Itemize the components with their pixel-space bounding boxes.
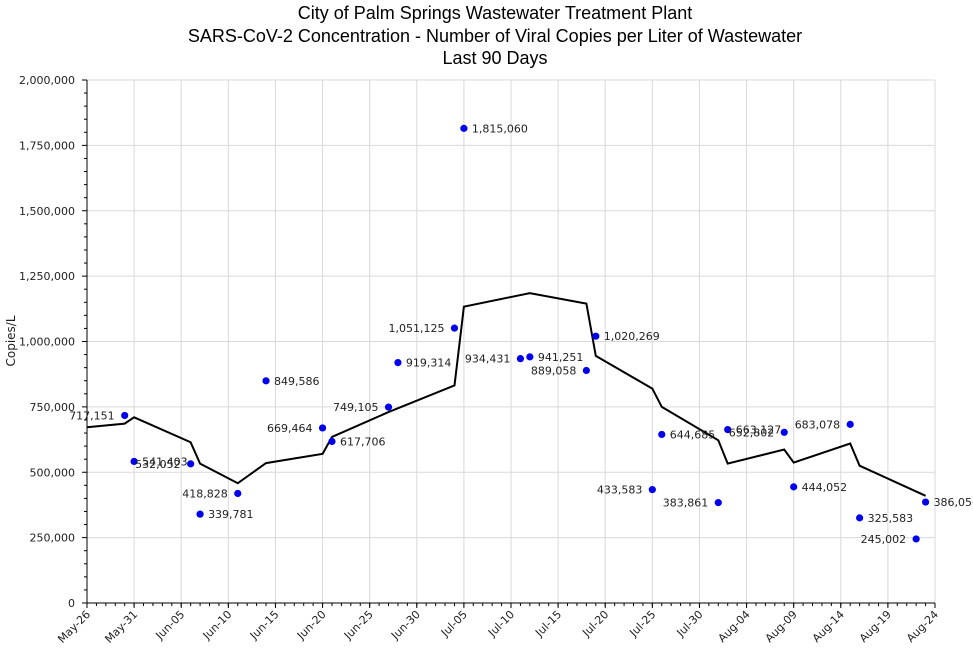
x-tick-label: Jun-15 xyxy=(247,608,282,643)
x-tick-label: Aug-19 xyxy=(857,608,894,645)
data-point xyxy=(121,411,129,420)
data-point xyxy=(460,124,468,132)
data-label: 433,583 xyxy=(597,484,643,497)
data-point xyxy=(592,332,600,340)
data-label: 245,002 xyxy=(861,533,907,546)
y-axis-label: Copies/L xyxy=(4,315,18,366)
data-label: 663,127 xyxy=(736,424,782,437)
y-tick-label: 250,000 xyxy=(30,532,76,545)
data-label: 541,403 xyxy=(142,455,188,468)
data-point xyxy=(262,377,270,385)
x-tick-label: Jul-25 xyxy=(626,608,658,640)
data-point xyxy=(394,358,402,367)
y-tick-label: 1,000,000 xyxy=(19,336,75,349)
data-point xyxy=(328,437,336,446)
x-tick-label: Jun-25 xyxy=(341,608,376,643)
data-point xyxy=(130,457,138,466)
chart-title: City of Palm Springs Wastewater Treatmen… xyxy=(0,2,973,70)
x-tick-label: May-31 xyxy=(102,608,140,646)
x-tick-label: Jul-20 xyxy=(579,608,611,640)
data-label: 1,815,060 xyxy=(472,122,528,135)
data-point xyxy=(516,355,525,363)
data-point xyxy=(526,353,534,361)
data-label: 1,051,125 xyxy=(388,322,444,335)
chart-title-line-2: SARS-CoV-2 Concentration - Number of Vir… xyxy=(187,25,803,46)
y-tick-label: 750,000 xyxy=(30,401,76,414)
y-tick-label: 500,000 xyxy=(30,466,76,479)
data-label: 919,314 xyxy=(406,357,452,370)
data-label: 849,586 xyxy=(274,375,320,388)
data-label: 889,058 xyxy=(531,365,577,378)
data-point xyxy=(846,420,854,428)
x-tick-label: Aug-04 xyxy=(716,608,753,645)
scatter-series xyxy=(121,124,930,543)
x-tick-label: Jun-30 xyxy=(388,608,423,643)
data-point xyxy=(724,425,732,434)
data-point xyxy=(648,486,656,494)
data-label: 749,105 xyxy=(333,401,379,414)
y-tick-label: 0 xyxy=(68,597,75,610)
data-point xyxy=(780,428,788,436)
data-label: 418,828 xyxy=(182,487,228,500)
data-point xyxy=(187,460,195,468)
data-label: 669,464 xyxy=(267,422,313,435)
trend-line-series xyxy=(86,292,927,497)
x-tick-label: Jun-20 xyxy=(294,608,329,643)
data-label: 934,431 xyxy=(465,353,511,366)
data-label: 644,685 xyxy=(670,428,716,441)
data-point xyxy=(318,424,327,432)
x-tick-label: Aug-24 xyxy=(904,608,941,645)
x-tick-label: Jun-05 xyxy=(153,608,188,643)
data-point xyxy=(790,483,798,491)
data-point xyxy=(658,430,666,439)
x-tick-label: Jul-10 xyxy=(485,608,517,640)
y-tick-label: 1,750,000 xyxy=(19,139,75,152)
data-label: 941,251 xyxy=(538,351,584,364)
data-point xyxy=(912,535,920,543)
data-label: 444,052 xyxy=(802,481,848,494)
data-label: 325,583 xyxy=(868,512,914,525)
x-tick-label: Jul-15 xyxy=(532,608,564,640)
data-label: 652,802 xyxy=(729,426,775,439)
data-point xyxy=(234,489,242,498)
data-point xyxy=(196,510,204,518)
data-label: 717,151 xyxy=(69,409,115,422)
y-tick-label: 1,500,000 xyxy=(19,205,75,218)
y-tick-label: 2,000,000 xyxy=(19,74,75,87)
data-label: 532,052 xyxy=(135,458,181,471)
x-tick-label: May-26 xyxy=(55,608,93,646)
data-point xyxy=(856,514,864,522)
chart-title-line-1: City of Palm Springs Wastewater Treatmen… xyxy=(297,3,693,23)
x-tick-label: Jul-05 xyxy=(438,608,470,640)
grid xyxy=(87,79,936,603)
data-label: 339,781 xyxy=(208,508,254,521)
x-tick-label: Jul-30 xyxy=(674,608,706,640)
data-label: 683,078 xyxy=(795,418,841,431)
x-tick-label: Aug-09 xyxy=(763,608,800,645)
data-label: 386,056 xyxy=(934,496,973,509)
x-tick-label: Aug-14 xyxy=(810,608,847,645)
trend-line xyxy=(86,292,927,497)
data-point xyxy=(582,366,590,375)
data-point xyxy=(384,403,393,411)
data-point xyxy=(921,498,930,506)
data-point xyxy=(714,499,722,507)
data-point xyxy=(450,324,459,332)
chart-title-line-3: Last 90 Days xyxy=(442,48,548,68)
data-label: 383,861 xyxy=(663,497,709,510)
y-tick-label: 1,250,000 xyxy=(19,270,75,283)
data-label: 1,020,269 xyxy=(604,330,660,343)
x-tick-label: Jun-10 xyxy=(200,608,235,643)
data-label: 617,706 xyxy=(340,435,386,448)
